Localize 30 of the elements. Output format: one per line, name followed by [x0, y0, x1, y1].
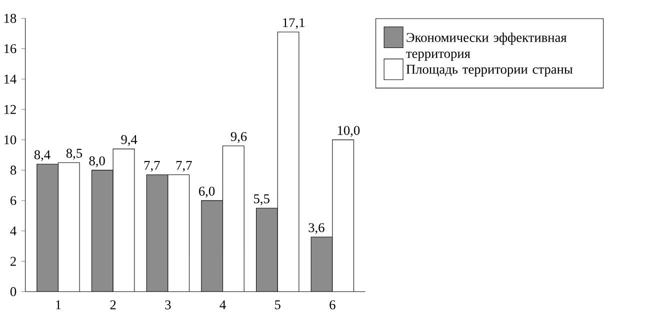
x-tick-label: 6	[330, 300, 336, 310]
x-tick-label: 3	[165, 300, 171, 310]
data-label: 8,5	[66, 148, 82, 160]
y-tick-label: 14	[4, 74, 16, 84]
y-tick-label: 6	[10, 196, 16, 206]
y-tick-label: 8	[10, 166, 16, 175]
legend-label: Экономически эффективная территория	[406, 32, 567, 61]
data-label: 17,1	[283, 18, 304, 30]
data-label: 3,6	[308, 223, 324, 234]
data-label: 6,0	[198, 186, 215, 198]
y-tick-label: 18	[4, 14, 16, 23]
data-label: 9,4	[121, 135, 138, 146]
data-label: 10,0	[338, 126, 360, 137]
y-tick-label: 10	[4, 135, 16, 144]
x-tick-label: 4	[220, 300, 226, 310]
y-tick-label: 16	[4, 44, 16, 54]
data-label: 7,7	[144, 161, 160, 172]
y-tick-label: 4	[10, 226, 16, 236]
data-label: 8,0	[89, 156, 105, 168]
data-label: 5,5	[254, 194, 270, 206]
data-label: 9,6	[230, 132, 247, 143]
x-tick-label: 2	[110, 300, 116, 310]
y-tick-label: 12	[4, 105, 16, 114]
data-label: 8,4	[34, 150, 50, 162]
y-tick-label: 2	[10, 256, 16, 266]
x-tick-label: 5	[275, 300, 280, 310]
data-label: 7,7	[176, 161, 192, 172]
y-tick-label: 0	[10, 287, 16, 296]
legend-label: Площадь территории страны	[406, 64, 573, 77]
x-tick-label: 1	[56, 300, 61, 310]
